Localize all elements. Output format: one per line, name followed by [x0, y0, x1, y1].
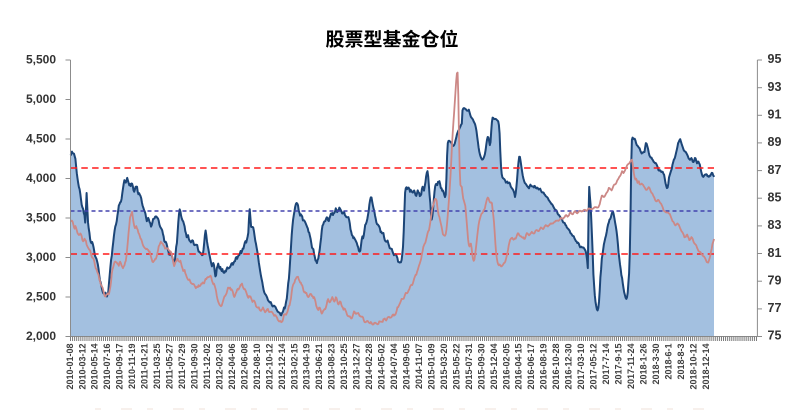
svg-text:2016-10-28: 2016-10-28	[551, 344, 561, 390]
svg-text:2014-05-02: 2014-05-02	[377, 344, 387, 390]
svg-text:2,000: 2,000	[26, 329, 56, 343]
svg-text:77: 77	[768, 301, 782, 315]
svg-text:2012-06-08: 2012-06-08	[239, 344, 249, 390]
svg-text:2014-07-04: 2014-07-04	[389, 344, 399, 390]
svg-text:2015-07-31: 2015-07-31	[464, 344, 474, 390]
svg-text:2017-03-10: 2017-03-10	[576, 344, 586, 390]
svg-text:2016-04-15: 2016-04-15	[514, 344, 524, 390]
svg-text:2018-6-1: 2018-6-1	[663, 344, 673, 380]
svg-text:2015-12-04: 2015-12-04	[489, 344, 499, 390]
svg-text:2010-05-14: 2010-05-14	[90, 344, 100, 390]
svg-text:83: 83	[768, 218, 782, 232]
svg-text:2016-02-05: 2016-02-05	[501, 344, 511, 390]
svg-text:2011-07-29: 2011-07-29	[177, 344, 187, 390]
svg-text:2011-01-21: 2011-01-21	[140, 344, 150, 390]
svg-text:2013-04-19: 2013-04-19	[302, 344, 312, 390]
svg-text:2010-09-17: 2010-09-17	[115, 344, 125, 390]
svg-text:5,500: 5,500	[26, 53, 56, 67]
svg-text:95: 95	[768, 52, 782, 66]
svg-text:2018-1-26: 2018-1-26	[638, 344, 648, 385]
svg-text:87: 87	[768, 163, 782, 177]
svg-text:2018-12-14: 2018-12-14	[701, 344, 711, 390]
svg-text:2013-08-23: 2013-08-23	[327, 344, 337, 390]
svg-text:2010-07-16: 2010-07-16	[102, 344, 112, 390]
svg-text:2013-12-27: 2013-12-27	[352, 344, 362, 390]
svg-text:2012-12-14: 2012-12-14	[277, 344, 287, 390]
svg-text:2018-8-3: 2018-8-3	[676, 344, 686, 380]
svg-text:2013-02-15: 2013-02-15	[289, 344, 299, 390]
svg-text:2010-01-08: 2010-01-08	[65, 344, 75, 390]
svg-text:2012-08-10: 2012-08-10	[252, 344, 262, 390]
svg-text:4,000: 4,000	[26, 171, 56, 185]
svg-text:4,500: 4,500	[26, 132, 56, 146]
svg-text:2012-04-06: 2012-04-06	[227, 344, 237, 390]
svg-text:2010-11-19: 2010-11-19	[127, 344, 137, 390]
svg-text:2017-7-14: 2017-7-14	[601, 344, 611, 385]
svg-text:2010-03-12: 2010-03-12	[77, 344, 87, 390]
svg-text:93: 93	[768, 80, 782, 94]
svg-text:81: 81	[768, 246, 782, 260]
svg-text:2016-12-30: 2016-12-30	[564, 344, 574, 390]
svg-text:2011-12-02: 2011-12-02	[202, 344, 212, 390]
svg-text:89: 89	[768, 135, 782, 149]
svg-text:2015-01-09: 2015-01-09	[426, 344, 436, 390]
svg-text:5,000: 5,000	[26, 92, 56, 106]
svg-text:3,000: 3,000	[26, 250, 56, 264]
svg-text:2012-02-03: 2012-02-03	[214, 344, 224, 390]
svg-text:2011-03-25: 2011-03-25	[152, 344, 162, 390]
svg-text:2018-3-30: 2018-3-30	[651, 344, 661, 385]
svg-text:2014-02-28: 2014-02-28	[364, 344, 374, 390]
svg-text:3,500: 3,500	[26, 211, 56, 225]
svg-text:2015-05-22: 2015-05-22	[451, 344, 461, 390]
svg-text:2,500: 2,500	[26, 290, 56, 304]
svg-text:75: 75	[768, 329, 782, 343]
svg-text:2016-06-17: 2016-06-17	[526, 344, 536, 390]
svg-text:2017-11-24: 2017-11-24	[626, 344, 636, 390]
svg-text:2014-11-07: 2014-11-07	[414, 344, 424, 390]
svg-text:2011-05-27: 2011-05-27	[165, 344, 175, 390]
svg-text:2014-09-05: 2014-09-05	[402, 344, 412, 390]
svg-text:91: 91	[768, 108, 782, 122]
svg-text:2012-10-12: 2012-10-12	[264, 344, 274, 390]
svg-text:2015-09-30: 2015-09-30	[476, 344, 486, 390]
svg-text:79: 79	[768, 273, 782, 287]
svg-text:2015-03-20: 2015-03-20	[439, 344, 449, 390]
svg-text:2018-10-12: 2018-10-12	[688, 344, 698, 390]
svg-text:2013-06-21: 2013-06-21	[314, 344, 324, 390]
svg-text:2017-9-15: 2017-9-15	[614, 344, 624, 385]
svg-text:2011-09-30: 2011-09-30	[190, 344, 200, 390]
svg-text:2016-08-19: 2016-08-19	[539, 344, 549, 390]
svg-text:85: 85	[768, 190, 782, 204]
svg-text:2013-10-25: 2013-10-25	[339, 344, 349, 390]
svg-text:2017-05-12: 2017-05-12	[589, 344, 599, 390]
